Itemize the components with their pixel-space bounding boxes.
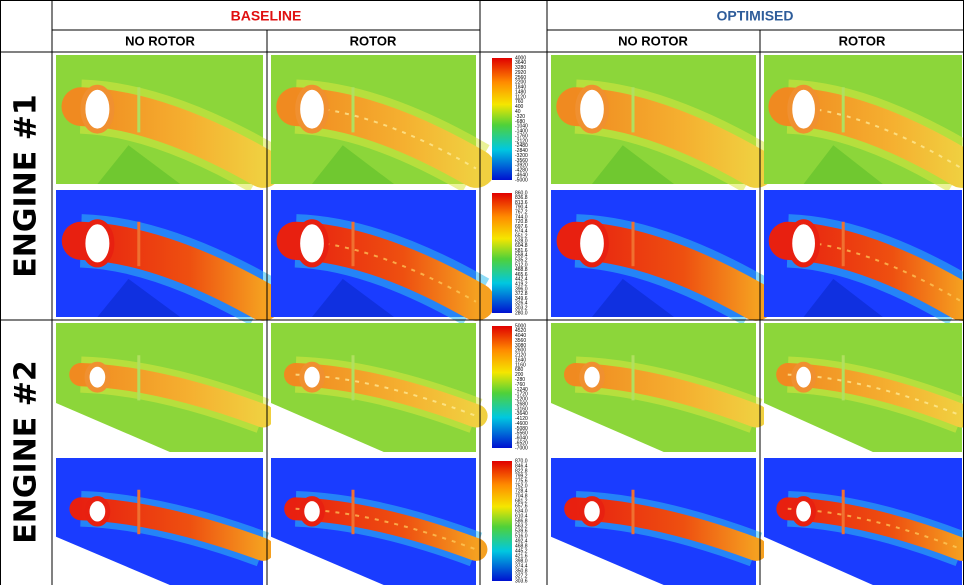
color-scale (492, 58, 512, 180)
cfd-image (764, 55, 962, 184)
inlet-ring (794, 499, 814, 524)
column-header: ROTOR (839, 33, 886, 48)
color-scale (492, 326, 512, 448)
inlet-ring (87, 499, 108, 524)
cfd-image (56, 323, 263, 452)
inlet-ring (790, 222, 818, 265)
inlet-ring (790, 87, 818, 131)
inlet-ring (87, 364, 108, 390)
inlet-ring (298, 222, 327, 265)
inlet-ring (794, 364, 814, 390)
cfd-image (56, 458, 263, 585)
cfd-image (271, 55, 476, 184)
inlet-ring (578, 222, 607, 265)
inlet-ring (83, 87, 112, 131)
inlet-ring (582, 499, 603, 524)
cfd-image (551, 458, 756, 585)
row-label: ENGINE #1 (9, 94, 44, 277)
inlet-ring (582, 364, 603, 390)
inlet-ring (83, 222, 112, 265)
group-header: BASELINE (231, 8, 302, 24)
inlet-ring (302, 499, 323, 524)
scale-label: -5000 (515, 177, 528, 183)
column-header: NO ROTOR (618, 33, 688, 48)
cfd-image (271, 458, 476, 585)
cfd-image (551, 323, 756, 452)
cfd-image (271, 323, 476, 452)
scale-label: 303.6 (515, 578, 528, 584)
group-header: OPTIMISED (716, 8, 793, 24)
inlet-ring (578, 87, 607, 131)
color-scale (492, 193, 512, 313)
inlet-ring (298, 87, 327, 131)
cfd-image (551, 55, 756, 184)
cfd-image (56, 55, 263, 184)
row-label: ENGINE #2 (9, 360, 44, 543)
figure: 4000364032802920256022001840148011207604… (0, 0, 964, 585)
cfd-image (56, 190, 263, 317)
color-scale (492, 461, 512, 581)
column-header: NO ROTOR (125, 33, 195, 48)
cfd-image (271, 190, 476, 317)
column-header: ROTOR (350, 33, 397, 48)
scale-label: -7000 (515, 445, 528, 451)
cfd-image (764, 323, 962, 452)
scale-label: 280.0 (515, 310, 528, 316)
cfd-image (764, 458, 962, 585)
cfd-image (764, 190, 962, 317)
cfd-image (551, 190, 756, 317)
inlet-ring (302, 364, 323, 390)
